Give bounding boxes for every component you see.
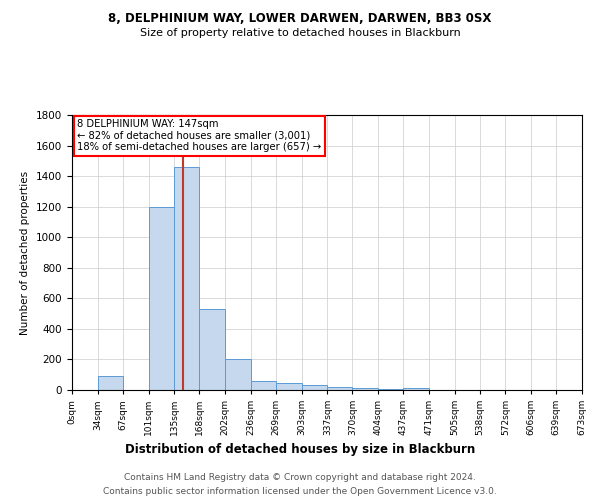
- Bar: [175, 167, 199, 390]
- Bar: [251, 381, 276, 390]
- Bar: [328, 387, 352, 390]
- Bar: [403, 388, 429, 390]
- Bar: [276, 383, 302, 390]
- Bar: [302, 386, 328, 390]
- Text: Contains public sector information licensed under the Open Government Licence v3: Contains public sector information licen…: [103, 488, 497, 496]
- Text: Distribution of detached houses by size in Blackburn: Distribution of detached houses by size …: [125, 442, 475, 456]
- Bar: [378, 389, 403, 390]
- Y-axis label: Number of detached properties: Number of detached properties: [20, 170, 31, 334]
- Text: 8 DELPHINIUM WAY: 147sqm
← 82% of detached houses are smaller (3,001)
18% of sem: 8 DELPHINIUM WAY: 147sqm ← 82% of detach…: [77, 119, 322, 152]
- Text: Size of property relative to detached houses in Blackburn: Size of property relative to detached ho…: [140, 28, 460, 38]
- Bar: [98, 376, 123, 390]
- Bar: [199, 309, 225, 390]
- Text: Contains HM Land Registry data © Crown copyright and database right 2024.: Contains HM Land Registry data © Crown c…: [124, 472, 476, 482]
- Bar: [225, 360, 251, 390]
- Bar: [149, 206, 175, 390]
- Bar: [352, 388, 378, 390]
- Text: 8, DELPHINIUM WAY, LOWER DARWEN, DARWEN, BB3 0SX: 8, DELPHINIUM WAY, LOWER DARWEN, DARWEN,…: [109, 12, 491, 26]
